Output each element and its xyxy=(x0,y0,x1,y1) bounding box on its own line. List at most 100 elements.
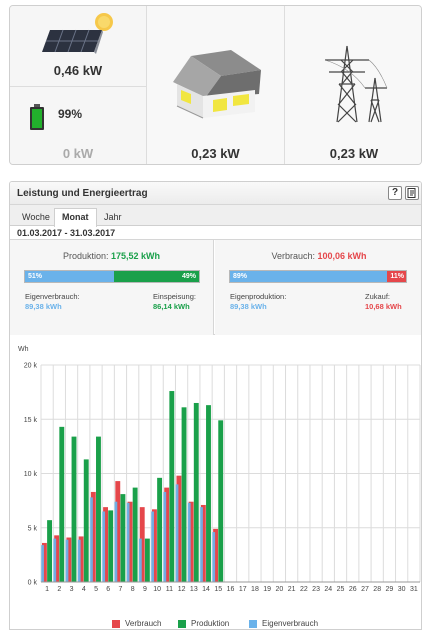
y-tick-label: 10 k xyxy=(24,471,38,478)
bar-eigenverbrauch xyxy=(212,532,216,582)
bar-verbrauch xyxy=(127,501,133,582)
help-button[interactable]: ? xyxy=(388,186,402,200)
y-tick-label: 20 k xyxy=(24,363,38,370)
bar-verbrauch xyxy=(41,542,47,582)
bar-produktion xyxy=(59,426,65,582)
y-tick-label: 0 k xyxy=(28,580,38,587)
x-tick-label: 6 xyxy=(106,586,110,593)
bar-verbrauch xyxy=(139,507,145,582)
y-axis-label: Wh xyxy=(18,346,29,353)
x-tick-label: 8 xyxy=(131,586,135,593)
battery-soc-value: 99% xyxy=(58,107,83,121)
bar-produktion xyxy=(96,436,101,582)
x-tick-label: 11 xyxy=(166,586,173,593)
bar-produktion xyxy=(83,459,89,582)
legend-swatch-produktion xyxy=(178,620,186,628)
x-tick-label: 1 xyxy=(45,586,49,593)
bar-produktion xyxy=(47,520,53,582)
bar-eigenverbrauch xyxy=(102,511,106,582)
self-consumption-value: 89,38 kWh xyxy=(25,302,62,311)
bar-verbrauch xyxy=(103,507,108,582)
bar-eigenverbrauch xyxy=(151,511,154,582)
consumption-buy-segment: 11% xyxy=(386,271,406,282)
own-production-value: 89,38 kWh xyxy=(230,302,267,311)
production-bar: 51% 49% xyxy=(24,270,200,283)
bar-eigenverbrauch xyxy=(114,501,118,582)
grid-power-value: 0,23 kW xyxy=(329,146,379,161)
energy-bar-chart: Wh0 k5 k10 k15 k20 k1 2 3 4 5 6 7 8 9 10 11 12 13 14 1… xyxy=(18,346,421,593)
production-label: Produktion: xyxy=(62,251,109,261)
bar-eigenverbrauch xyxy=(90,497,93,582)
bar-verbrauch xyxy=(200,504,206,582)
grid-cell: 0,23 kW xyxy=(285,6,421,164)
x-tick-label: 22 xyxy=(300,586,308,593)
tab-jahr[interactable]: Jahr xyxy=(104,212,122,222)
bar-eigenverbrauch xyxy=(41,545,44,582)
x-tick-label: 18 xyxy=(251,586,259,593)
x-tick-label: 7 xyxy=(119,586,123,593)
bar-verbrauch xyxy=(66,537,72,582)
legend-verbrauch[interactable]: Verbrauch xyxy=(125,619,162,628)
x-tick-label: 3 xyxy=(70,586,74,593)
x-tick-label: 27 xyxy=(361,586,369,593)
x-tick-label: 23 xyxy=(312,586,320,593)
x-tick-label: 4 xyxy=(82,586,86,593)
energy-flow-panel: 0,46 kW 99% 0 kW 0,23 kW xyxy=(9,5,422,165)
energy-summary: Produktion: 175,52 kWh 51% 49% Eigenverb… xyxy=(10,240,421,335)
chart-legend: Verbrauch Produktion Eigenverbrauch xyxy=(10,619,421,629)
x-tick-label: 19 xyxy=(263,586,271,593)
consumption-power-value: 0,23 kW xyxy=(191,146,240,161)
bar-produktion xyxy=(157,477,163,582)
export-document-icon xyxy=(407,188,416,198)
bar-produktion xyxy=(169,391,175,582)
tab-monat[interactable]: Monat xyxy=(54,208,97,227)
feed-in-value: 86,14 kWh xyxy=(153,302,190,311)
bar-produktion xyxy=(218,420,224,582)
x-tick-label: 14 xyxy=(202,586,210,593)
legend-swatch-eigenverbrauch xyxy=(249,620,257,628)
bar-eigenverbrauch xyxy=(139,538,142,582)
bar-eigenverbrauch xyxy=(53,538,57,582)
pv-power-value: 0,46 kW xyxy=(53,63,103,78)
bar-produktion xyxy=(132,487,138,582)
x-tick-label: 24 xyxy=(324,586,332,593)
x-tick-label: 15 xyxy=(214,586,222,593)
date-range: 01.03.2017 - 31.03.2017 xyxy=(10,226,421,240)
production-total: 175,52 kWh xyxy=(111,251,161,261)
x-tick-label: 26 xyxy=(349,586,357,593)
bar-verbrauch xyxy=(164,487,170,582)
bar-eigenverbrauch xyxy=(163,491,167,582)
bar-eigenverbrauch xyxy=(77,539,81,582)
feed-in-label: Einspeisung: xyxy=(153,292,196,301)
x-tick-label: 2 xyxy=(57,586,61,593)
x-tick-label: 16 xyxy=(227,586,235,593)
self-consumption-label: Eigenverbrauch: xyxy=(25,292,80,301)
production-feed-segment: 49% xyxy=(113,271,199,282)
x-tick-label: 5 xyxy=(94,586,98,593)
solar-panel-icon xyxy=(42,13,113,54)
legend-produktion[interactable]: Produktion xyxy=(191,619,230,628)
y-tick-label: 15 k xyxy=(24,417,38,424)
bar-verbrauch xyxy=(176,475,182,582)
help-icon: ? xyxy=(391,187,399,198)
consumption-total: 100,06 kWh xyxy=(317,251,367,261)
battery-power-value: 0 kW xyxy=(62,146,94,161)
consumption-bar: 89% 11% xyxy=(229,270,407,283)
export-button[interactable] xyxy=(405,186,419,200)
consumption-own-segment: 89% xyxy=(230,271,387,282)
bar-verbrauch xyxy=(115,481,121,582)
bar-verbrauch xyxy=(213,528,219,582)
bar-verbrauch xyxy=(152,509,157,582)
bar-eigenverbrauch xyxy=(65,539,69,582)
legend-eigenverbrauch[interactable]: Eigenverbrauch xyxy=(262,619,319,628)
consumption-summary: Verbrauch: 100,06 kWh 89% 11% Eigenprodu… xyxy=(215,240,421,335)
bar-verbrauch xyxy=(90,491,96,582)
bar-eigenverbrauch xyxy=(187,502,191,582)
production-self-segment: 51% xyxy=(25,271,114,282)
tab-woche[interactable]: Woche xyxy=(22,212,50,222)
x-tick-label: 12 xyxy=(178,586,186,593)
bar-produktion xyxy=(144,538,150,582)
bar-verbrauch xyxy=(78,536,84,582)
house-cell: 0,23 kW xyxy=(147,6,284,164)
